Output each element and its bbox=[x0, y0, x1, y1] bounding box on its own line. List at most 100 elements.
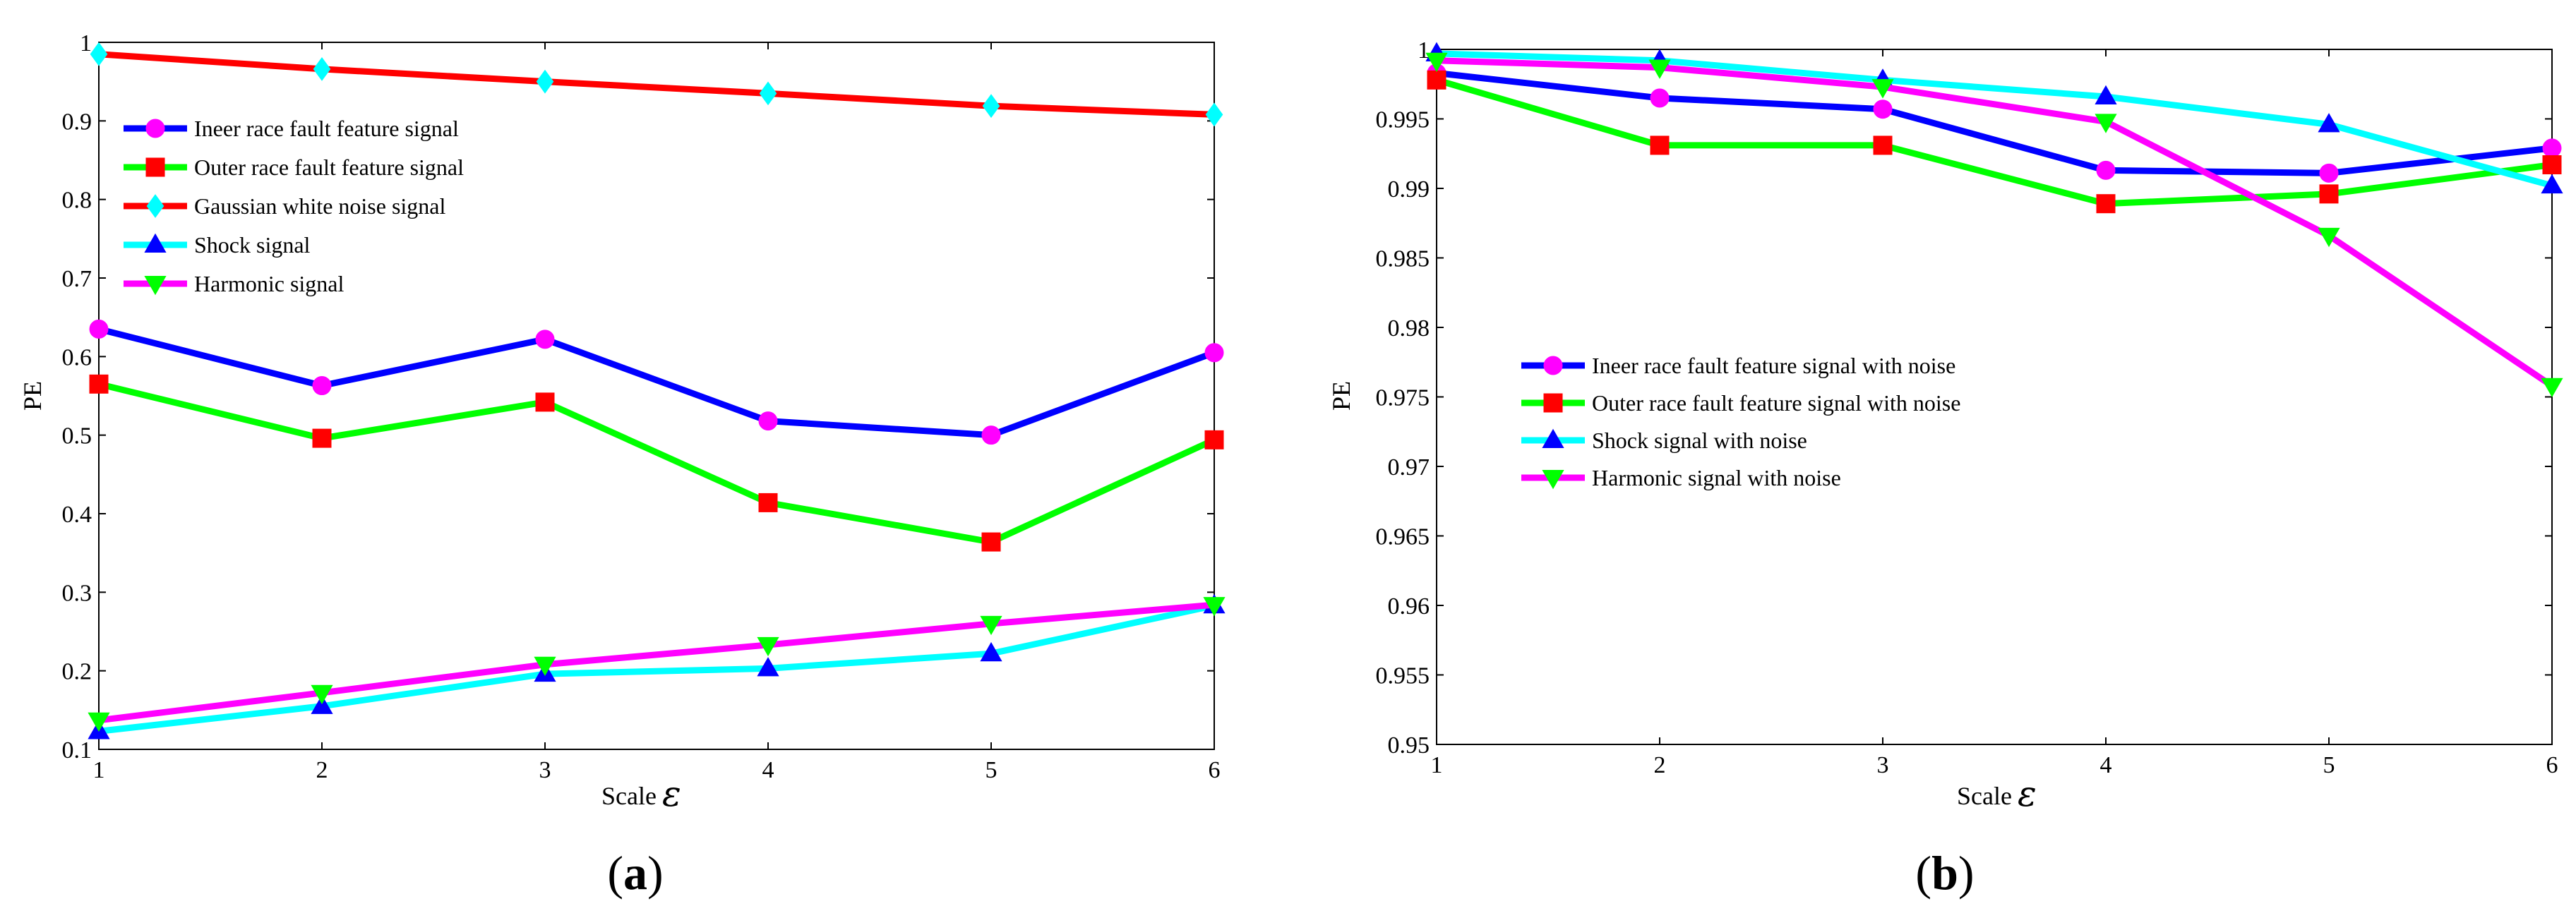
data-point bbox=[757, 657, 779, 677]
data-point bbox=[2096, 194, 2116, 214]
data-point bbox=[1871, 79, 1894, 99]
legend-item: Harmonic signal with noise bbox=[1521, 465, 1841, 490]
data-point bbox=[535, 330, 555, 349]
data-point bbox=[2319, 163, 2339, 183]
data-point bbox=[981, 532, 1001, 552]
y-tick-label: 0.995 bbox=[1376, 107, 1430, 133]
data-point bbox=[312, 376, 332, 396]
data-point bbox=[88, 712, 110, 732]
data-point bbox=[2095, 85, 2117, 105]
x-tick-label: 3 bbox=[1877, 752, 1889, 778]
data-point bbox=[2318, 227, 2340, 248]
data-point bbox=[2542, 138, 2562, 158]
y-tick-label: 0.5 bbox=[62, 423, 92, 449]
data-point bbox=[1425, 52, 1448, 73]
legend-marker bbox=[146, 194, 164, 218]
y-tick-label: 0.1 bbox=[62, 737, 92, 763]
y-tick-label: 0.98 bbox=[1388, 315, 1430, 342]
data-point bbox=[536, 69, 554, 94]
plot-area-b bbox=[1436, 49, 2553, 745]
data-point bbox=[757, 636, 779, 657]
data-point bbox=[90, 42, 108, 66]
legend-marker bbox=[144, 233, 167, 253]
legend-item: Shock signal with noise bbox=[1521, 428, 1807, 453]
series-group-a bbox=[88, 42, 1226, 739]
legend-a: Ineer race fault feature signal Outer rac… bbox=[124, 116, 464, 296]
data-point bbox=[1204, 430, 1224, 449]
series-1 bbox=[1427, 70, 2562, 214]
x-tick-label: 5 bbox=[986, 757, 998, 783]
legend-label: Outer race fault feature signal with noi… bbox=[1592, 390, 1960, 416]
legend-label: Harmonic signal with noise bbox=[1592, 465, 1841, 490]
y-axis-b: 0.95 0.955 0.96 0.965 0.97 0.975 0.98 0.985 0.99… bbox=[1376, 37, 2552, 759]
x-tick-label: 3 bbox=[539, 757, 551, 783]
y-tick-label: 1 bbox=[1418, 37, 1430, 64]
x-tick-label: 5 bbox=[2323, 752, 2335, 778]
series-line bbox=[1436, 70, 2553, 176]
data-point bbox=[1204, 343, 1224, 363]
legend-marker bbox=[1542, 469, 1564, 490]
y-tick-label: 0.4 bbox=[62, 502, 92, 528]
data-point bbox=[534, 656, 556, 677]
series-line bbox=[1436, 50, 2553, 189]
x-axis-label-text-b: Scale bbox=[1957, 782, 2012, 810]
legend-item: Ineer race fault feature signal bbox=[124, 116, 459, 141]
legend-marker bbox=[1542, 428, 1564, 449]
legend-marker bbox=[144, 275, 167, 296]
y-axis-a: 0.1 0.2 0.3 0.4 0.5 0.6 0.7 0.8 0.9 1 bbox=[62, 30, 1214, 763]
y-tick-label: 0.6 bbox=[62, 344, 92, 370]
data-point bbox=[758, 493, 778, 512]
legend-item: Outer race fault feature signal bbox=[124, 155, 464, 180]
data-point bbox=[758, 411, 778, 431]
series-4 bbox=[88, 597, 1226, 732]
data-point bbox=[1648, 59, 1671, 79]
data-point bbox=[535, 392, 555, 412]
data-point bbox=[2318, 113, 2340, 133]
x-tick-label: 6 bbox=[2546, 752, 2558, 778]
series-line bbox=[98, 51, 1215, 118]
y-tick-label: 0.96 bbox=[1388, 593, 1430, 620]
data-point bbox=[2542, 155, 2562, 175]
data-point bbox=[1205, 102, 1223, 127]
y-axis-label-a: PE bbox=[18, 381, 47, 411]
legend-item: Shock signal bbox=[124, 232, 311, 258]
legend-marker bbox=[145, 119, 165, 138]
y-tick-label: 0.985 bbox=[1376, 246, 1430, 272]
data-point bbox=[313, 56, 331, 81]
data-point bbox=[1873, 135, 1893, 155]
data-point bbox=[89, 319, 109, 339]
data-point bbox=[311, 684, 333, 705]
panel-letter-b: b bbox=[1931, 846, 1958, 900]
data-point bbox=[980, 615, 1002, 636]
data-point bbox=[89, 374, 109, 394]
legend-label: Shock signal bbox=[194, 232, 311, 258]
data-point bbox=[1650, 88, 1670, 108]
x-tick-label: 6 bbox=[1209, 757, 1221, 783]
y-axis-label-b: PE bbox=[1327, 381, 1355, 411]
legend-marker bbox=[1543, 356, 1563, 375]
data-point bbox=[2541, 174, 2563, 194]
series-1 bbox=[89, 374, 1224, 552]
y-tick-label: 0.3 bbox=[62, 580, 92, 606]
y-tick-label: 0.975 bbox=[1376, 385, 1430, 411]
series-line bbox=[97, 326, 1216, 439]
data-point bbox=[311, 694, 333, 714]
data-point bbox=[1650, 135, 1670, 155]
legend-label: Outer race fault feature signal bbox=[194, 155, 464, 180]
x-tick-label: 2 bbox=[1654, 752, 1666, 778]
data-point bbox=[982, 94, 1000, 119]
y-tick-label: 0.955 bbox=[1376, 663, 1430, 689]
y-tick-label: 0.965 bbox=[1376, 524, 1430, 550]
panel-label-b: (b) bbox=[1915, 846, 1974, 900]
series-line bbox=[97, 380, 1216, 545]
legend-item: Outer race fault feature signal with noi… bbox=[1521, 390, 1960, 416]
x-axis-b: 1 2 3 4 5 6 bbox=[1431, 49, 2558, 778]
data-point bbox=[312, 428, 332, 448]
y-tick-label: 0.9 bbox=[62, 109, 92, 135]
y-tick-label: 0.95 bbox=[1388, 732, 1430, 759]
y-tick-label: 0.2 bbox=[62, 659, 92, 685]
x-axis-symbol-b: ε bbox=[2018, 773, 2037, 814]
data-point bbox=[2541, 378, 2563, 397]
data-point bbox=[980, 641, 1002, 662]
